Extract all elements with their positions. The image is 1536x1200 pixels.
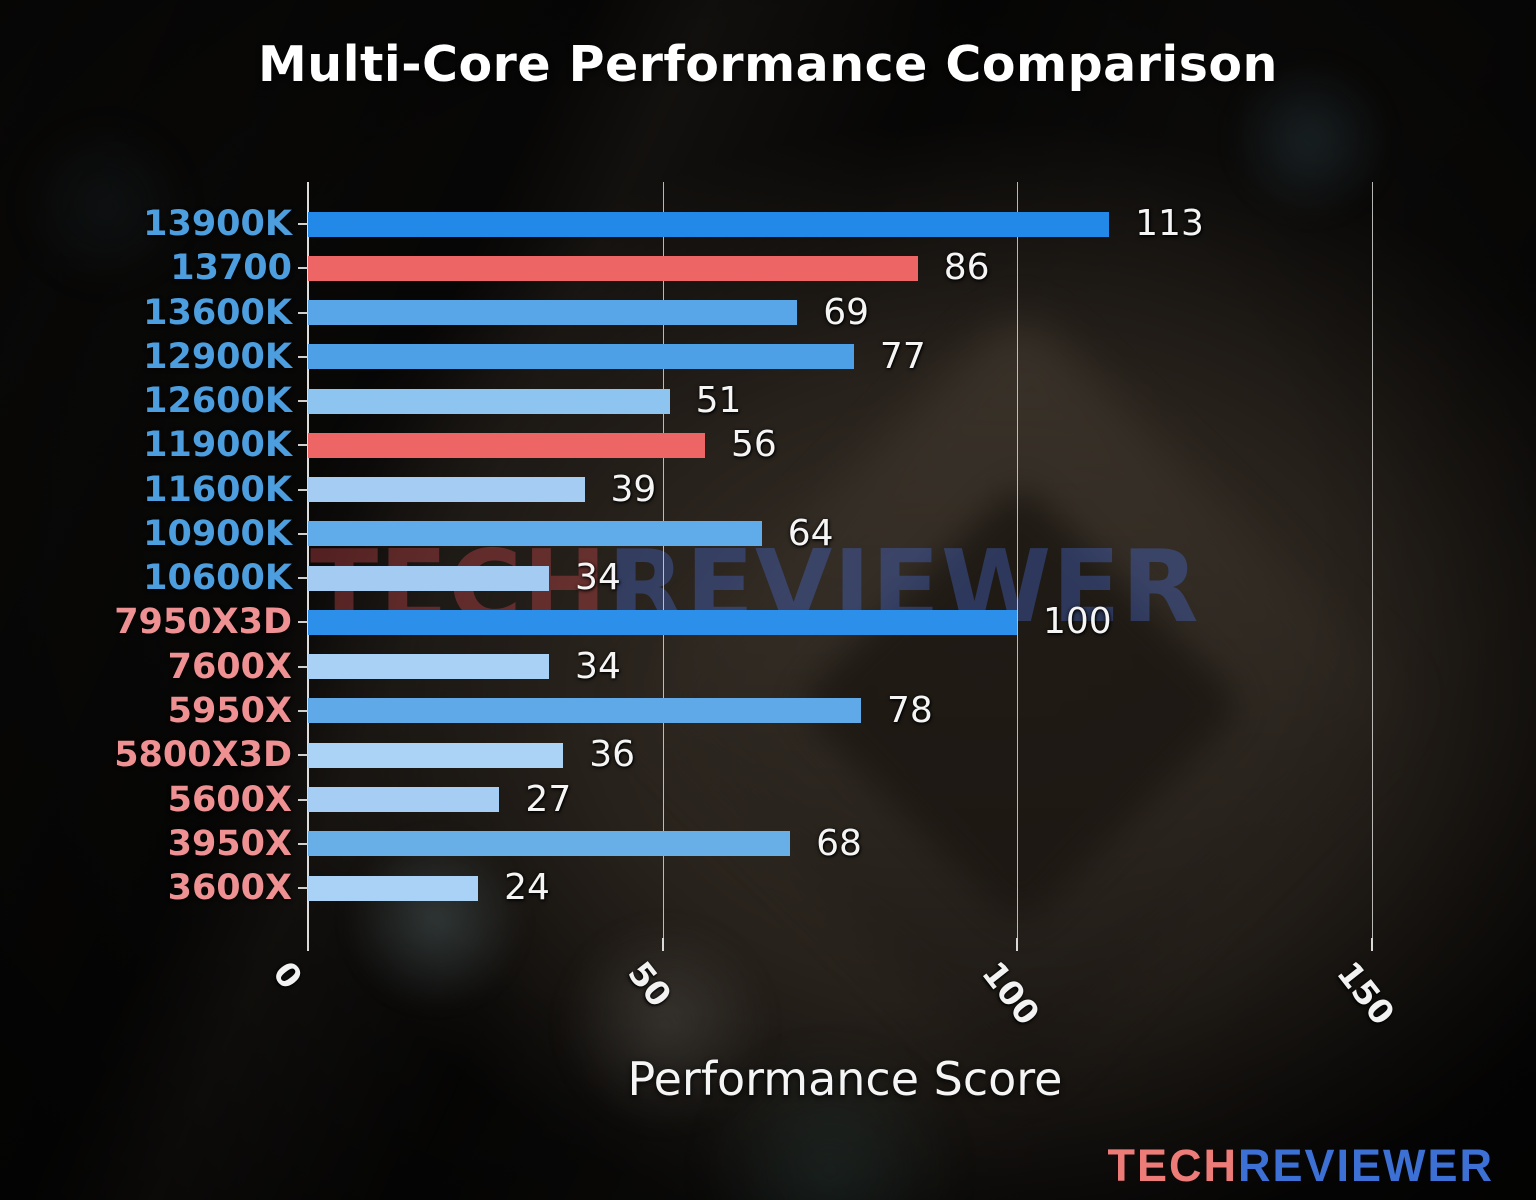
y-tick-label: 13700 <box>170 248 292 289</box>
bar <box>308 300 798 326</box>
logo-reviewer: REVIEWER <box>1237 1140 1494 1191</box>
y-tick-mark <box>298 798 308 801</box>
plot-area: 0 50 100 150 113 13900K 86 13700 69 13600K 77 12900… <box>114 182 1460 1032</box>
bar <box>308 211 1110 237</box>
y-axis-line <box>307 182 309 938</box>
brand-logo: TECHREVIEWER <box>1107 1140 1494 1192</box>
y-tick-label: 7950X3D <box>114 602 292 643</box>
bar <box>308 787 500 812</box>
chart-title: Multi-Core Performance Comparison <box>258 36 1278 93</box>
y-tick-label: 10600K <box>143 558 292 599</box>
y-tick-mark <box>298 842 308 845</box>
bar-value-label: 56 <box>731 424 777 466</box>
gridline <box>1017 182 1018 938</box>
y-tick-label: 5800X3D <box>114 735 292 776</box>
y-tick-label: 5600X <box>167 779 292 820</box>
bar-value-label: 36 <box>589 734 636 776</box>
bar-value-label: 39 <box>610 468 657 510</box>
y-tick-label: 5950X <box>167 690 292 731</box>
bar <box>308 609 1017 635</box>
bar-value-label: 34 <box>575 557 621 599</box>
bar-value-label: 64 <box>787 512 834 554</box>
bar-value-label: 100 <box>1043 601 1112 643</box>
bar <box>308 698 862 724</box>
bar <box>308 344 854 370</box>
y-tick-mark <box>298 355 308 358</box>
y-tick-mark <box>298 444 308 447</box>
bar <box>308 565 550 591</box>
y-tick-label: 13600K <box>143 292 292 333</box>
x-tick-mark <box>307 938 309 951</box>
y-tick-label: 13900K <box>143 204 292 244</box>
bar-value-label: 69 <box>823 291 870 333</box>
x-axis-title: Performance Score <box>627 1052 1063 1106</box>
y-tick-mark <box>298 532 308 535</box>
y-tick-mark <box>298 311 308 314</box>
bar-value-label: 78 <box>887 689 933 731</box>
x-tick-mark <box>1016 938 1018 951</box>
y-tick-label: 3950X <box>167 823 292 864</box>
y-tick-mark <box>298 887 308 890</box>
bar-value-label: 34 <box>575 645 621 687</box>
bar <box>308 255 918 281</box>
y-tick-label: 12900K <box>143 336 292 377</box>
y-tick-mark <box>298 488 308 491</box>
bar <box>308 742 564 768</box>
y-tick-mark <box>298 223 308 225</box>
bar-value-label: 113 <box>1135 203 1204 244</box>
y-tick-label: 12600K <box>143 381 292 422</box>
bar <box>308 521 762 547</box>
bar <box>308 654 550 680</box>
bar <box>308 875 479 901</box>
y-tick-mark <box>298 577 308 580</box>
y-tick-mark <box>298 709 308 712</box>
y-tick-mark <box>298 665 308 668</box>
x-tick-mark <box>1370 938 1373 951</box>
bar-value-label: 86 <box>943 247 990 289</box>
y-tick-label: 11600K <box>143 469 292 510</box>
gridline <box>662 182 664 938</box>
bar-value-label: 51 <box>695 380 742 422</box>
bar <box>308 388 670 414</box>
bar <box>308 432 706 458</box>
bar-value-label: 24 <box>504 867 550 909</box>
y-tick-mark <box>298 621 308 624</box>
y-tick-label: 3600X <box>167 868 292 909</box>
y-tick-label: 10900K <box>143 513 292 554</box>
x-tick-mark <box>661 938 664 951</box>
bar-value-label: 77 <box>879 335 926 377</box>
bar <box>308 831 791 857</box>
bar-value-label: 68 <box>816 822 862 864</box>
y-tick-label: 7600X <box>167 646 292 687</box>
y-tick-label: 11900K <box>143 425 292 466</box>
gridline <box>1371 182 1373 938</box>
bar <box>308 477 585 503</box>
bar-value-label: 27 <box>525 778 572 820</box>
logo-tech: TECH <box>1107 1140 1238 1191</box>
y-tick-mark <box>298 754 308 757</box>
y-tick-mark <box>298 267 308 270</box>
y-tick-mark <box>298 400 308 403</box>
